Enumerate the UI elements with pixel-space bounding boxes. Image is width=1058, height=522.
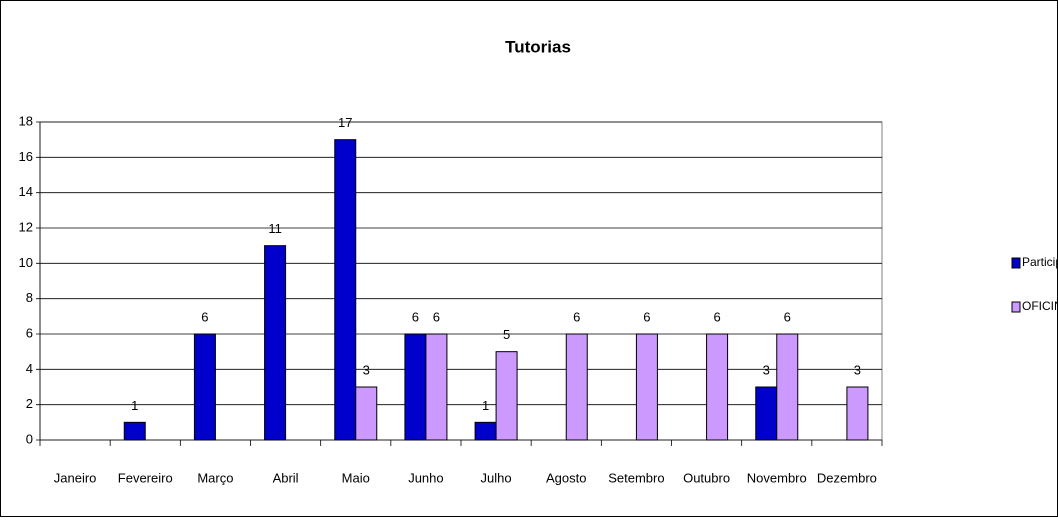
y-tick-label: 6 (26, 325, 33, 340)
bar (846, 386, 869, 441)
x-tick-label: Setembro (608, 470, 664, 485)
bar (565, 333, 588, 441)
y-tick-label: 2 (26, 396, 33, 411)
legend-label: OFICINA para TUTORES (1022, 299, 1058, 313)
bar (755, 386, 778, 441)
legend-swatch (1011, 257, 1021, 269)
data-label: 6 (412, 309, 419, 324)
bar (495, 351, 518, 441)
y-tick-label: 14 (19, 184, 33, 199)
bar (635, 333, 658, 441)
data-label: 11 (268, 221, 282, 236)
bar (404, 333, 427, 441)
data-label: 6 (643, 309, 650, 324)
x-tick-label: Agosto (546, 470, 586, 485)
y-tick-label: 0 (26, 431, 33, 446)
x-tick-label: Junho (408, 470, 443, 485)
data-label: 3 (363, 362, 370, 377)
bar (425, 333, 448, 441)
y-tick-label: 4 (26, 361, 33, 376)
x-tick-label: Janeiro (54, 470, 97, 485)
x-tick-label: Novembro (747, 470, 807, 485)
bar (776, 333, 799, 441)
bar (264, 245, 287, 441)
x-tick-label: Março (197, 470, 233, 485)
data-label: 6 (784, 309, 791, 324)
y-tick-label: 18 (19, 113, 33, 128)
legend-label: Participação em TUTORIAS (1022, 255, 1058, 269)
y-tick-label: 8 (26, 290, 33, 305)
bar (123, 421, 146, 441)
x-tick-label: Maio (342, 470, 370, 485)
x-tick-label: Julho (481, 470, 512, 485)
x-tick-label: Abril (273, 470, 299, 485)
data-label: 1 (482, 398, 489, 413)
data-label: 6 (201, 309, 208, 324)
data-label: 6 (433, 309, 440, 324)
bar (474, 421, 497, 441)
data-label: 1 (131, 398, 138, 413)
data-label: 3 (763, 362, 770, 377)
y-tick-label: 10 (19, 255, 33, 270)
x-tick-label: Fevereiro (118, 470, 173, 485)
x-tick-label: Outubro (683, 470, 730, 485)
x-tick-label: Dezembro (817, 470, 877, 485)
y-tick-label: 16 (19, 149, 33, 164)
data-label: 5 (503, 327, 510, 342)
data-label: 3 (854, 362, 861, 377)
data-label: 6 (573, 309, 580, 324)
bar (355, 386, 378, 441)
data-label: 17 (338, 115, 352, 130)
legend-swatch (1011, 301, 1021, 313)
bar (706, 333, 729, 441)
bar (334, 139, 357, 441)
y-tick-label: 12 (19, 219, 33, 234)
bar (193, 333, 216, 441)
data-label: 6 (713, 309, 720, 324)
chart-title: Tutorias (505, 37, 571, 56)
